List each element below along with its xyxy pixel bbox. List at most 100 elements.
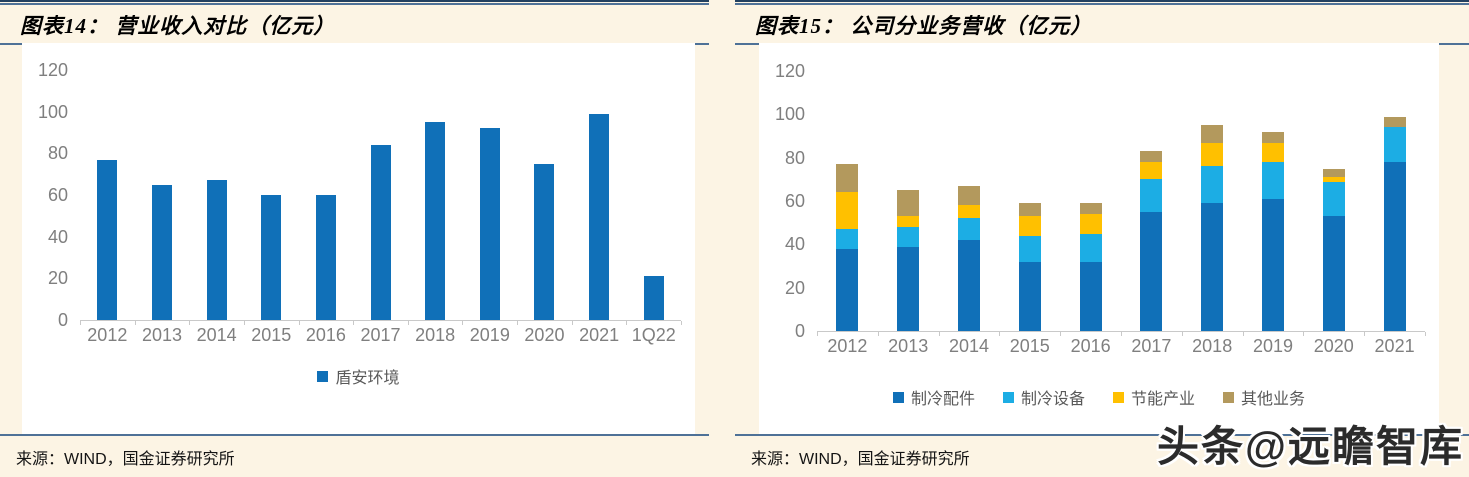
y-tick-label: 100 bbox=[37, 101, 68, 122]
bar-chart-canvas-14: 0 20 40 60 80 100 120 2012 2013 2014 2015 2016 2017 2… bbox=[22, 43, 695, 434]
bar-group-2018 bbox=[1182, 71, 1243, 331]
x-tick-label: 2017 bbox=[1131, 336, 1172, 356]
x-tick-mark bbox=[1242, 332, 1244, 336]
x-tick-label: 2019 bbox=[1252, 336, 1293, 356]
bar-2013 bbox=[897, 190, 920, 331]
bar-segment-2020 bbox=[534, 163, 555, 320]
x-tick-label: 2013 bbox=[141, 325, 182, 345]
bar-segment-2019 bbox=[479, 128, 500, 320]
y-tick-label: 20 bbox=[784, 277, 805, 298]
y-tick-label: 0 bbox=[57, 310, 68, 330]
bar-segment-2017 bbox=[1140, 179, 1163, 212]
bar-2020 bbox=[534, 163, 555, 320]
plot-area bbox=[80, 70, 681, 321]
x-tick-label: 2018 bbox=[415, 325, 456, 345]
bar-group-2013 bbox=[135, 70, 190, 320]
chart-title-14: 图表14： 营业收入对比（亿元） bbox=[20, 14, 336, 38]
bar-2014 bbox=[957, 185, 980, 331]
plot-area bbox=[817, 71, 1425, 332]
bar-group-2012 bbox=[817, 71, 878, 331]
bar-2012 bbox=[836, 164, 859, 331]
bar-group-2012 bbox=[80, 70, 135, 320]
x-tick-label: 2016 bbox=[305, 325, 346, 345]
stacked-bar-chart-canvas-15: 0 20 40 60 80 100 120 2012 2013 2014 2015 2016 2017 2… bbox=[759, 43, 1439, 434]
bar-group-2019 bbox=[1243, 71, 1304, 331]
bar-segment-2013 bbox=[897, 227, 920, 247]
bar-segment-2018 bbox=[1201, 125, 1224, 143]
bar-segment-2017 bbox=[1140, 211, 1163, 331]
x-tick-mark bbox=[517, 321, 519, 325]
bar-segment-2019 bbox=[1261, 198, 1284, 331]
bar-2020 bbox=[1322, 168, 1345, 331]
bar-segment-2012 bbox=[836, 192, 859, 230]
bar-segment-2018 bbox=[425, 122, 446, 320]
bar-segment-2021 bbox=[1383, 116, 1406, 128]
bar-segment-2015 bbox=[1018, 216, 1041, 236]
bar-segment-2014 bbox=[957, 240, 980, 331]
x-tick-label: 2020 bbox=[1313, 336, 1354, 356]
bottom-rule bbox=[0, 434, 709, 436]
bar-group-2019 bbox=[462, 70, 517, 320]
bar-segment-1Q22 bbox=[643, 276, 664, 320]
x-tick-label: 2017 bbox=[360, 325, 401, 345]
bar-segment-2020 bbox=[1322, 216, 1345, 331]
x-tick-label: 2012 bbox=[87, 325, 128, 345]
bar-group-2016 bbox=[299, 70, 354, 320]
bar-group-2014 bbox=[189, 70, 244, 320]
legend-item-其他业务: 其他业务 bbox=[1223, 385, 1305, 409]
x-tick-mark bbox=[462, 321, 464, 325]
x-tick-label: 2021 bbox=[579, 325, 620, 345]
bar-group-2021 bbox=[1364, 71, 1425, 331]
bar-2017 bbox=[1140, 151, 1163, 331]
bar-segment-2019 bbox=[1261, 142, 1284, 163]
bar-segment-2013 bbox=[897, 246, 920, 331]
legend-item-制冷配件: 制冷配件 bbox=[892, 385, 975, 409]
bar-2021 bbox=[1383, 116, 1406, 331]
x-tick-mark bbox=[571, 321, 573, 325]
bar-2021 bbox=[589, 113, 610, 320]
x-tick-mark bbox=[298, 321, 300, 325]
y-tick-label: 120 bbox=[37, 60, 68, 80]
x-tick-mark bbox=[1121, 332, 1122, 336]
y-tick-label: 60 bbox=[784, 191, 805, 211]
bar-segment-2015 bbox=[1018, 235, 1041, 262]
x-tick-mark bbox=[1060, 332, 1062, 336]
bar-segment-2016 bbox=[315, 195, 336, 320]
bar-2015 bbox=[1018, 203, 1041, 331]
bar-segment-2015 bbox=[1018, 261, 1041, 331]
bar-2016 bbox=[1079, 203, 1102, 331]
source-note-15: 来源：WIND，国金证券研究所 bbox=[751, 451, 970, 468]
bar-segment-2019 bbox=[1261, 162, 1284, 199]
bar-group-2013 bbox=[878, 71, 939, 331]
top-rule bbox=[0, 0, 709, 5]
bar-group-2015 bbox=[244, 70, 299, 320]
x-tick-mark bbox=[134, 321, 136, 325]
y-tick-label: 80 bbox=[784, 147, 805, 168]
bar-segment-2019 bbox=[1261, 131, 1284, 143]
legend-swatch bbox=[317, 370, 329, 382]
x-tick-label: 2015 bbox=[1009, 336, 1050, 356]
bar-segment-2018 bbox=[1201, 142, 1224, 167]
bar-segment-2014 bbox=[957, 185, 980, 206]
legend-label: 盾安环境 bbox=[335, 370, 400, 387]
bar-segment-2017 bbox=[370, 145, 391, 320]
y-tick-label: 40 bbox=[47, 226, 68, 247]
x-tick-label: 2020 bbox=[524, 325, 565, 345]
bar-segment-2017 bbox=[1140, 162, 1163, 180]
x-axis-labels: 2012 2013 2014 2015 2016 2017 2018 2019 2020 2021… bbox=[80, 325, 681, 346]
y-tick-label: 80 bbox=[47, 143, 68, 164]
bar-segment-2013 bbox=[151, 184, 172, 320]
legend-label: 制冷配件 bbox=[910, 391, 975, 408]
x-tick-mark bbox=[353, 321, 355, 325]
x-tick-label: 2013 bbox=[888, 336, 929, 356]
source-note-14: 来源：WIND，国金证券研究所 bbox=[16, 451, 235, 468]
x-tick-mark bbox=[817, 332, 818, 336]
bar-segment-2015 bbox=[261, 195, 282, 320]
bar-group-2015 bbox=[999, 71, 1060, 331]
bar-group-2021 bbox=[572, 70, 627, 320]
bar-segment-2020 bbox=[1322, 181, 1345, 217]
legend-label: 其他业务 bbox=[1241, 391, 1306, 408]
x-axis-labels: 2012 2013 2014 2015 2016 2017 2018 2019 2020 2021 bbox=[817, 336, 1425, 357]
bar-segment-2012 bbox=[836, 164, 859, 193]
